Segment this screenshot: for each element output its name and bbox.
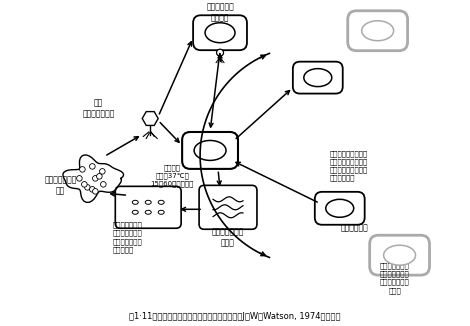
Ellipse shape (132, 200, 138, 204)
Text: バクテリアの染
色体にウイルス
の染色体が組込
まれる: バクテリアの染 色体にウイルス の染色体が組込 まれる (380, 263, 409, 294)
Text: ウイルス染色
体の侵入: ウイルス染色 体の侵入 (206, 3, 234, 23)
Text: ウイルス染色体
は新しく合成さ
れた保護外被で
おおわれる: ウイルス染色体 は新しく合成さ れた保護外被で おおわれる (112, 222, 142, 253)
Text: 外被
ウイルス染色体: 外被 ウイルス染色体 (82, 98, 115, 119)
Ellipse shape (362, 21, 393, 41)
FancyBboxPatch shape (348, 11, 407, 51)
Text: ウイルス粒子の
放出: ウイルス粒子の 放出 (44, 175, 77, 195)
FancyBboxPatch shape (315, 192, 365, 225)
Ellipse shape (205, 23, 235, 43)
Text: 図1·11　溶原性バクテリオファージの生活環（J．W．Watson, 1974を改変）: 図1·11 溶原性バクテリオファージの生活環（J．W．Watson, 1974を… (129, 312, 341, 320)
Text: 溶原化しているバク
テリアは正常のバク
テリアと通常同じ速
度で分裂する: 溶原化しているバク テリアは正常のバク テリアと通常同じ速 度で分裂する (330, 150, 368, 181)
Circle shape (96, 173, 102, 179)
Circle shape (82, 182, 87, 187)
Circle shape (100, 169, 105, 174)
FancyBboxPatch shape (193, 15, 247, 50)
Ellipse shape (384, 245, 415, 265)
Circle shape (93, 176, 98, 181)
Ellipse shape (326, 199, 354, 217)
Circle shape (79, 167, 85, 172)
Circle shape (90, 164, 95, 169)
Circle shape (90, 186, 95, 192)
Polygon shape (63, 155, 124, 202)
Text: 溶菌の環
（普通37℃で
15〜60分かかる）: 溶菌の環 （普通37℃で 15〜60分かかる） (150, 164, 194, 187)
Circle shape (85, 185, 90, 190)
FancyBboxPatch shape (115, 186, 181, 228)
Circle shape (217, 49, 224, 56)
Ellipse shape (304, 69, 332, 87)
Ellipse shape (158, 200, 164, 204)
Ellipse shape (145, 200, 151, 204)
Text: ウイルス染色体
の増殖: ウイルス染色体 の増殖 (212, 227, 244, 247)
Circle shape (77, 176, 82, 181)
Ellipse shape (145, 210, 151, 214)
FancyBboxPatch shape (182, 132, 238, 169)
Circle shape (93, 188, 98, 194)
Circle shape (101, 182, 106, 187)
Ellipse shape (132, 210, 138, 214)
FancyBboxPatch shape (293, 62, 343, 94)
Ellipse shape (158, 210, 164, 214)
Text: プロファージ: プロファージ (341, 224, 368, 233)
FancyBboxPatch shape (370, 235, 430, 275)
Ellipse shape (194, 141, 226, 160)
FancyBboxPatch shape (199, 185, 257, 229)
